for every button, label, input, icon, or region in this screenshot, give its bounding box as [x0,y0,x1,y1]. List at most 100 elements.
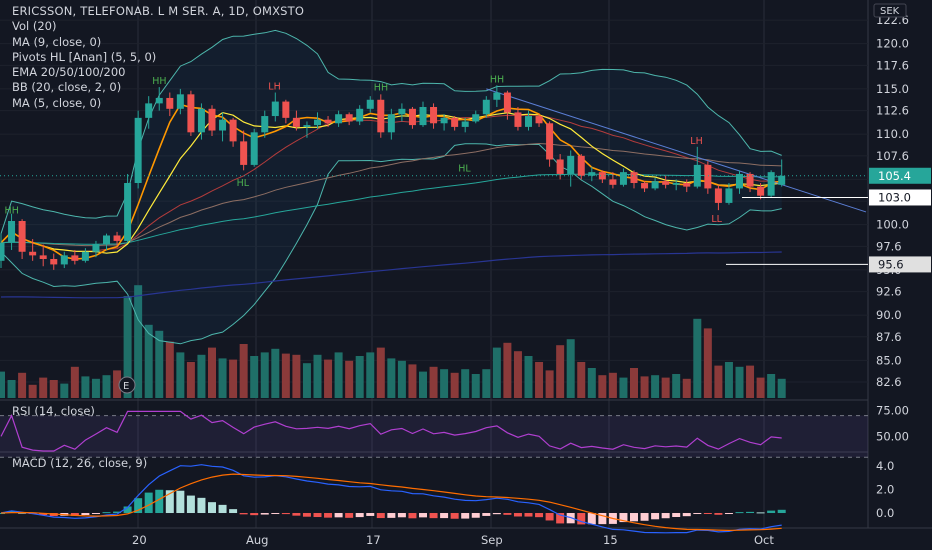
macd-histogram-bar [376,513,385,519]
legend-item-ma5[interactable]: MA (5, close, 0) [12,95,102,110]
candle-body [683,183,691,187]
candle-body [746,173,754,187]
candle-body [314,119,321,126]
volume-bar [186,362,195,398]
candle-body [651,181,659,189]
macd-histogram-bar [756,512,765,514]
legend-item-pivots[interactable]: Pivots HL [Anan] (5, 5, 0) [12,49,157,64]
rsi-legend[interactable]: RSI (14, close) [12,404,95,418]
volume-bar [313,354,322,398]
macd-histogram-bar [144,492,153,514]
volume-bar [693,318,702,398]
macd-histogram-bar [302,513,311,517]
volume-bar [724,362,733,398]
level-tag-95-6 [869,256,931,273]
price-tick-label: 107.6 [876,149,909,163]
volume-bar [672,374,681,398]
pivot-label: HH [374,82,388,93]
macd-legend[interactable]: MACD (12, 26, close, 9) [12,456,148,470]
volume-bar [39,377,48,398]
macd-histogram-bar [313,513,322,518]
macd-histogram-bar [334,513,343,518]
volume-bar [334,352,343,398]
candle-body [641,183,649,189]
price-tick-label: 82.6 [876,375,902,389]
candle-body [619,172,627,185]
pivot-label: HL [237,178,250,189]
macd-histogram-bar [587,513,596,525]
volume-bar [197,354,206,398]
volume-bar [746,365,755,398]
candle-body [208,108,216,131]
candle-body [778,175,786,185]
volume-bar [450,372,459,398]
volume-bar [134,285,143,398]
candle-body [8,221,16,243]
macd-histogram-bar [735,512,744,514]
volume-bar [419,371,427,398]
volume-bar [7,380,16,398]
volume-bar [18,372,27,398]
candle-body [662,181,670,185]
candle-body [356,108,364,122]
pivot-label: LL [711,214,722,225]
candle-body [345,114,353,122]
candle-body [377,99,385,133]
volume-bar [155,330,164,398]
candle-body [113,235,121,241]
legend-item-volume[interactable]: Vol (20) [12,19,57,34]
earnings-marker [118,376,136,394]
legend-item-ma9[interactable]: MA (9, close, 0) [12,34,102,49]
price-tick-label: 100.0 [876,218,909,232]
macd-histogram-bar [503,513,512,515]
last-price-tag [869,167,931,184]
macd-histogram-bar [165,490,174,514]
macd-histogram-bar [440,513,449,519]
macd-histogram-bar [324,513,333,518]
ema-200-line [0,251,782,299]
candle-body [419,107,427,126]
candle-body [71,255,79,261]
volume-bar [123,296,132,398]
time-tick-label: 17 [366,533,381,547]
pivot-label: LH [268,82,280,93]
volume-bar [619,377,628,398]
legend-item-bb[interactable]: BB (20, close, 2, 0) [12,80,122,95]
macd-histogram-bar [91,513,100,515]
macd-tick-label: 4.0 [876,459,894,473]
macd-histogram-bar [292,513,301,516]
time-tick-label: 15 [603,533,618,547]
macd-histogram-bar [556,513,565,524]
candle-body [408,108,416,126]
candle-body [324,119,332,124]
macd-line [0,464,782,534]
volume-bar [651,375,660,398]
volume-bar [91,378,100,398]
price-tick-label: 120.0 [876,37,909,51]
candle-body [18,221,26,252]
macd-histogram-bar [651,513,660,520]
volume-bar [640,376,649,398]
volume-bar [566,339,575,398]
macd-histogram-bar [714,513,723,515]
legend-item-ema[interactable]: EMA 20/50/100/200 [12,65,126,80]
macd-histogram-bar [682,513,691,517]
macd-histogram-bar [155,489,164,514]
pivot-label: HH [490,74,504,85]
ema-100-line [0,173,782,245]
bollinger-band-fill [1,30,782,344]
symbol-title[interactable]: ERICSSON, TELEFONAB. L M SER. A, 1D, OMX… [12,4,305,18]
candle-body [503,92,511,113]
candle-body [556,159,564,174]
volume-bar [703,328,712,398]
price-tick-label: 90.0 [876,308,902,322]
currency-badge [873,3,907,18]
macd-histogram-bar [197,497,206,514]
macd-histogram-bar [260,513,269,515]
pivot-label: HL [458,163,471,174]
candle-body [240,141,248,165]
volume-bar [587,368,596,398]
volume-bar [218,358,227,398]
rsi-line [0,410,782,452]
